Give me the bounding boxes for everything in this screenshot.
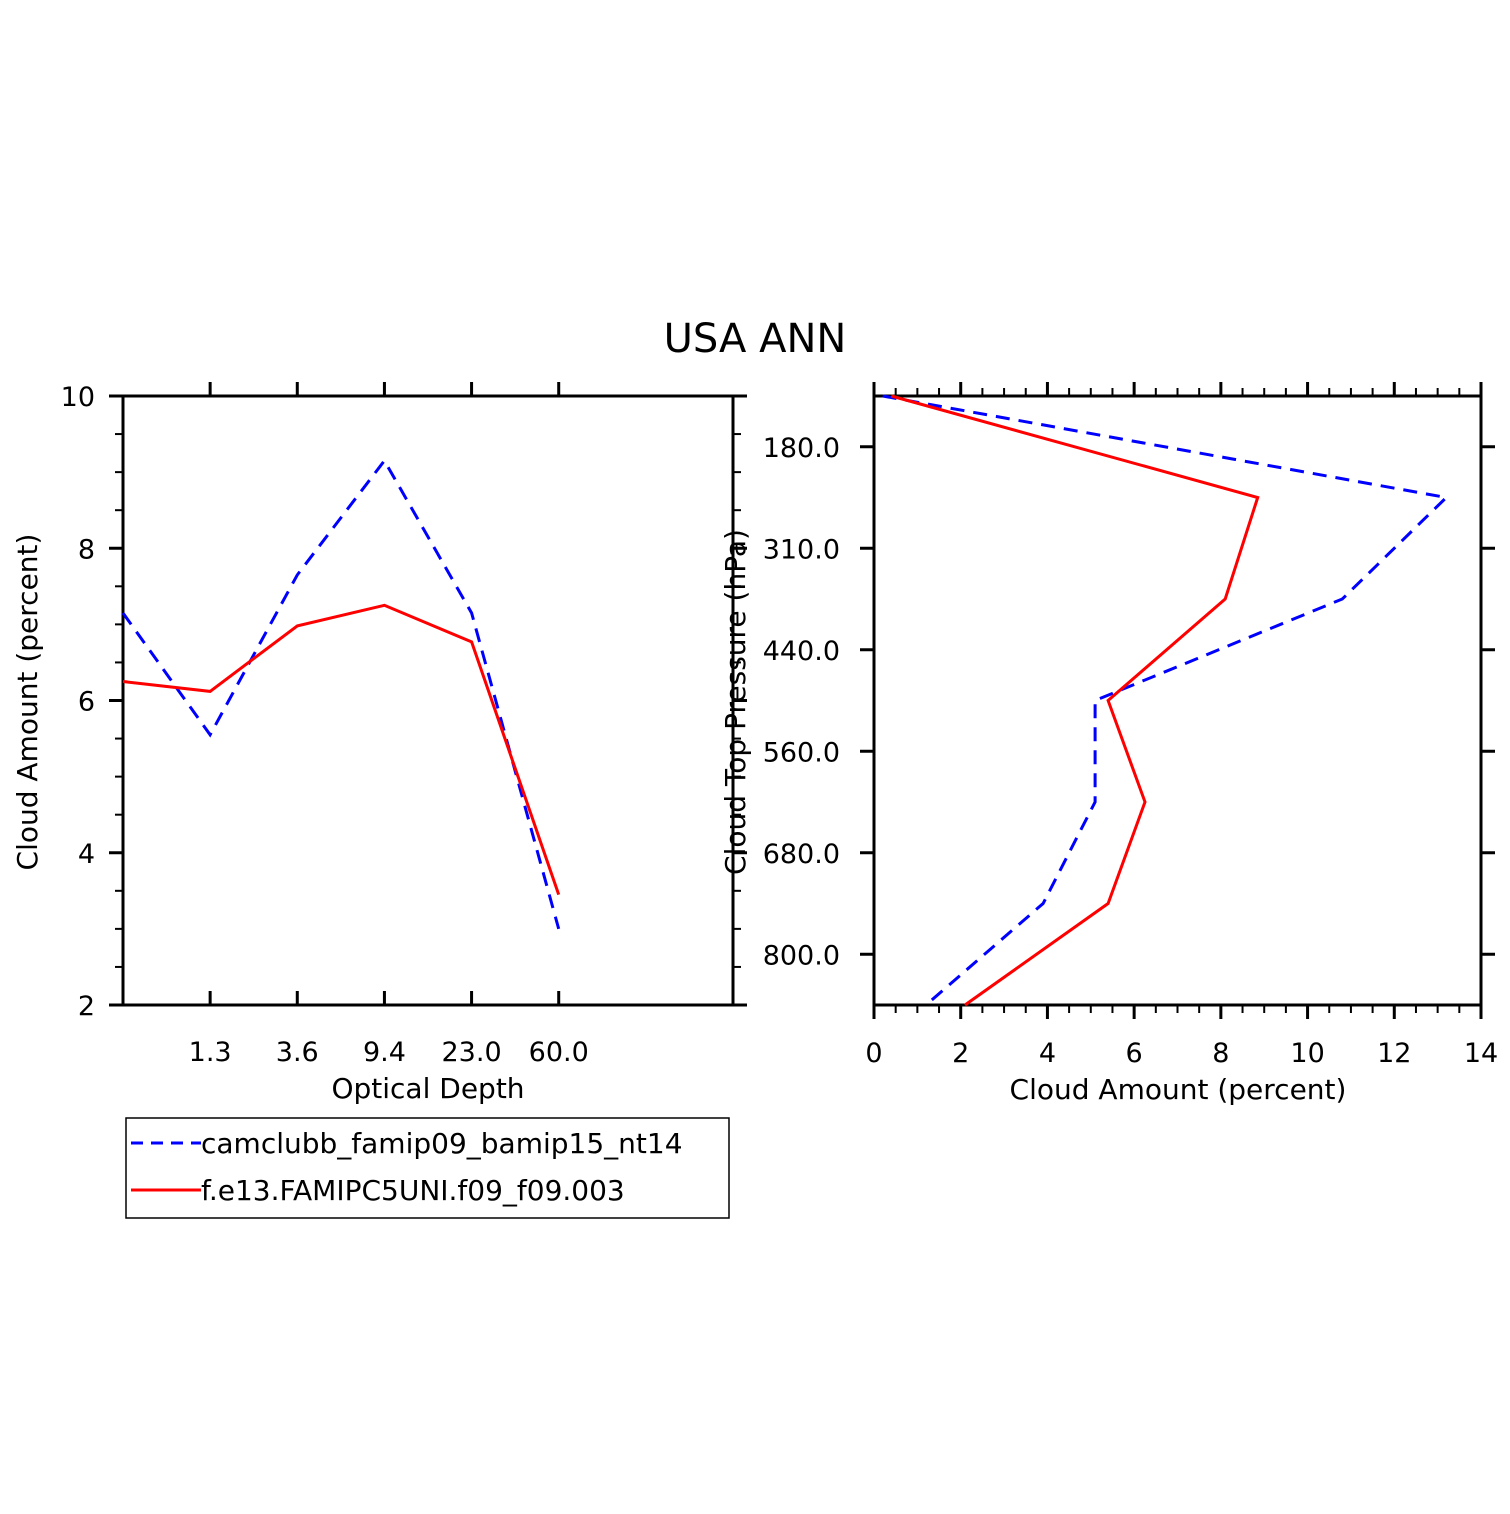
right-series-dashed-line bbox=[882, 394, 1450, 1007]
right-x-tick-label: 8 bbox=[1212, 1038, 1229, 1069]
left-x-axis-label: Optical Depth bbox=[331, 1072, 524, 1105]
right-x-tick-label: 10 bbox=[1290, 1038, 1324, 1069]
chart-title: USA ANN bbox=[664, 316, 847, 362]
right-x-tick-label: 6 bbox=[1126, 1038, 1143, 1069]
right-series-solid-line bbox=[890, 394, 1260, 1007]
left-x-tick-label: 1.3 bbox=[189, 1037, 232, 1068]
right-y-tick-label: 440.0 bbox=[763, 636, 840, 667]
legend-box bbox=[125, 1117, 730, 1219]
left-plot-frame bbox=[121, 394, 735, 1007]
left-y-tick-label: 10 bbox=[61, 382, 95, 413]
left-y-axis-label: Cloud Amount (percent) bbox=[11, 534, 44, 871]
left-y-tick-label: 2 bbox=[78, 991, 95, 1022]
left-y-tick-label: 4 bbox=[78, 839, 95, 870]
legend-label-dashed: camclubb_famip09_bamip15_nt14 bbox=[201, 1127, 683, 1160]
left-x-tick-label: 23.0 bbox=[442, 1037, 502, 1068]
right-y-tick-label: 560.0 bbox=[763, 737, 840, 768]
right-y-tick-label: 800.0 bbox=[763, 940, 840, 971]
right-y-tick-label: 310.0 bbox=[763, 534, 840, 565]
legend-label-solid: f.e13.FAMIPC5UNI.f09_f09.003 bbox=[201, 1174, 625, 1207]
left-x-tick-label: 60.0 bbox=[529, 1037, 589, 1068]
right-x-tick-label: 4 bbox=[1039, 1038, 1056, 1069]
right-y-axis-label: Cloud Top Pressure (hPa) bbox=[719, 529, 752, 875]
right-x-tick-label: 2 bbox=[952, 1038, 969, 1069]
left-series-dashed-line bbox=[121, 457, 561, 930]
left-x-tick-label: 9.4 bbox=[363, 1037, 406, 1068]
left-panel: 1.3 3.6 9.4 23.0 60.0 2 4 6 8 10 Optical Depth Cl… bbox=[11, 382, 747, 1105]
right-x-tick-label: 0 bbox=[865, 1038, 882, 1069]
right-series-lines bbox=[882, 394, 1450, 1007]
left-series-lines bbox=[121, 457, 561, 930]
legend: camclubb_famip09_bamip15_nt14 f.e13.FAMI… bbox=[125, 1117, 730, 1219]
right-x-tick-label: 12 bbox=[1377, 1038, 1411, 1069]
right-x-tick-label: 14 bbox=[1464, 1038, 1498, 1069]
right-axis-ticks bbox=[860, 382, 1495, 1019]
left-x-tick-label: 3.6 bbox=[276, 1037, 319, 1068]
right-panel: 180.0 310.0 440.0 560.0 680.0 800.0 0 2 4 6 8 10 12 1… bbox=[719, 382, 1498, 1106]
right-y-tick-label: 680.0 bbox=[763, 839, 840, 870]
left-axis-ticks bbox=[109, 382, 747, 1007]
right-axis-tick-labels: 180.0 310.0 440.0 560.0 680.0 800.0 0 2 4 6 8 10 12 1… bbox=[763, 433, 1498, 1069]
left-y-tick-label: 6 bbox=[78, 687, 95, 718]
right-y-tick-label: 180.0 bbox=[763, 433, 840, 464]
right-x-axis-label: Cloud Amount (percent) bbox=[1010, 1073, 1347, 1106]
left-axis-tick-labels: 1.3 3.6 9.4 23.0 60.0 2 4 6 8 10 bbox=[61, 382, 589, 1068]
left-series-solid-line bbox=[122, 603, 561, 896]
left-y-tick-label: 8 bbox=[78, 534, 95, 565]
